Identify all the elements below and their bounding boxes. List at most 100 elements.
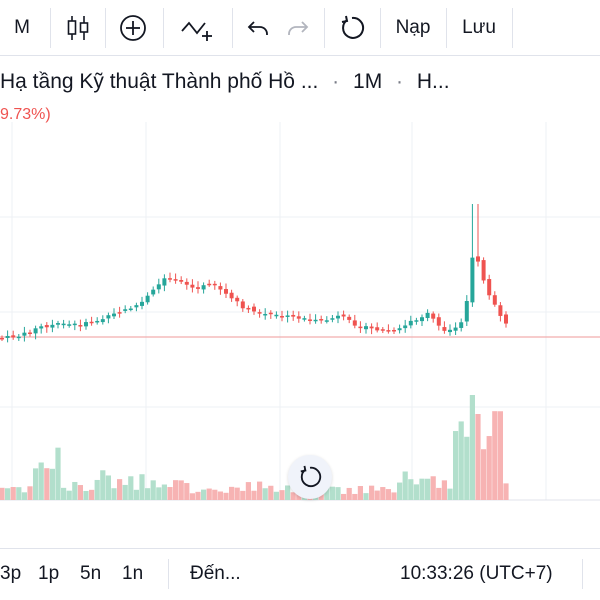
indicators-button[interactable] xyxy=(172,0,222,56)
candle-body xyxy=(504,314,508,324)
candle-body xyxy=(33,328,38,334)
candle-body xyxy=(285,315,290,317)
candle-body xyxy=(240,301,245,309)
toolbar-divider xyxy=(582,559,583,589)
candle-body xyxy=(22,332,27,336)
range-5y-button[interactable]: 5n xyxy=(80,563,102,584)
candle-body xyxy=(380,329,385,331)
x-tick-label: 2021 xyxy=(394,521,430,522)
range-3m-button[interactable]: 3p xyxy=(0,563,22,584)
volume-bar xyxy=(492,411,498,500)
top-toolbar: M xyxy=(0,0,600,56)
x-tick-label: 2017 xyxy=(128,521,164,522)
candle-body xyxy=(347,316,352,320)
reset-icon xyxy=(341,15,365,39)
candle-body xyxy=(464,301,469,322)
x-tick-label: 2023 xyxy=(528,521,564,522)
toolbar-divider xyxy=(380,8,381,48)
candle-body xyxy=(408,320,413,326)
load-button[interactable]: Nạp xyxy=(386,0,440,56)
candle-body xyxy=(358,326,363,329)
volume-bar xyxy=(469,395,475,500)
candle-body xyxy=(61,323,66,326)
candle-body xyxy=(257,312,262,314)
volume-bar xyxy=(335,487,341,500)
range-1m-button[interactable]: 1p xyxy=(38,563,60,584)
volume-bar xyxy=(133,489,139,500)
legend-separator: · xyxy=(396,70,404,93)
volume-bar xyxy=(369,485,375,500)
symbol-title-row[interactable]: Hạ tầng Kỹ thuật Thành phố Hồ ... · 1M ·… xyxy=(0,70,450,94)
candle-body xyxy=(229,292,234,299)
volume-bar xyxy=(357,486,363,500)
volume-bar xyxy=(105,475,111,500)
goto-date-button[interactable]: Đến... xyxy=(190,563,241,584)
candle-body xyxy=(470,257,475,303)
redo-button[interactable] xyxy=(280,0,316,56)
clock-timezone[interactable]: 10:33:26 (UTC+7) xyxy=(400,563,553,584)
volume-bar xyxy=(5,488,11,500)
volume-bar xyxy=(72,481,78,500)
volume-bar xyxy=(447,488,453,500)
candle-body xyxy=(302,318,307,320)
volume-bar xyxy=(257,481,263,500)
save-button[interactable]: Lưu xyxy=(452,0,506,56)
volume-bar xyxy=(273,491,279,500)
volume-bar xyxy=(240,490,246,500)
candle-body xyxy=(156,284,161,290)
volume-bar xyxy=(324,487,330,500)
candle-body xyxy=(386,330,391,332)
volume-bar xyxy=(223,492,229,500)
volume-bar xyxy=(66,490,72,500)
x-tick-label: 2015 xyxy=(0,521,30,522)
candle-body xyxy=(0,337,4,340)
candle-body xyxy=(56,323,60,325)
reset-chart-button[interactable] xyxy=(288,455,332,499)
candle-body xyxy=(459,322,464,328)
candle-body xyxy=(336,315,340,319)
candle-body xyxy=(39,326,44,329)
candle-body xyxy=(330,318,335,320)
indicators-icon xyxy=(181,21,212,41)
undo-button[interactable] xyxy=(240,0,276,56)
volume-bar xyxy=(201,489,207,500)
volume-bar xyxy=(402,471,408,500)
chart-type-button[interactable] xyxy=(56,0,100,56)
candle-body xyxy=(162,278,167,286)
toolbar-divider xyxy=(324,8,325,48)
add-compare-button[interactable] xyxy=(110,0,156,56)
candle-body xyxy=(168,278,172,280)
volume-bar xyxy=(262,488,268,500)
candle-body xyxy=(224,289,228,294)
volume-bar xyxy=(10,487,16,500)
candle-body xyxy=(492,295,497,305)
volume-bar xyxy=(503,483,509,500)
volume-bar xyxy=(464,436,470,500)
candle-body xyxy=(498,305,503,316)
volume-bar xyxy=(195,491,201,500)
volume-bar xyxy=(385,489,391,500)
volume-bar xyxy=(94,479,100,500)
volume-bar xyxy=(111,488,117,500)
candle-body xyxy=(425,312,430,319)
volume-bar xyxy=(341,493,347,500)
volume-bar xyxy=(279,490,285,500)
volume-bar xyxy=(481,449,487,500)
range-1y-button[interactable]: 1n xyxy=(122,563,144,584)
volume-bar xyxy=(33,468,39,500)
undo-icon xyxy=(247,21,268,35)
volume-bar xyxy=(212,489,218,500)
volume-bar xyxy=(425,478,431,500)
candle-body xyxy=(190,284,195,288)
volume-bar xyxy=(436,487,442,500)
interval-button[interactable]: M xyxy=(4,0,40,56)
volume-bar xyxy=(184,483,190,500)
volume-bar xyxy=(156,487,162,500)
volume-bar xyxy=(413,484,419,500)
candle-body xyxy=(448,329,452,333)
reset-button[interactable] xyxy=(332,0,372,56)
candle-body xyxy=(151,289,156,295)
volume-bar xyxy=(346,487,352,500)
volume-bar xyxy=(352,493,358,500)
redo-icon xyxy=(288,21,309,35)
